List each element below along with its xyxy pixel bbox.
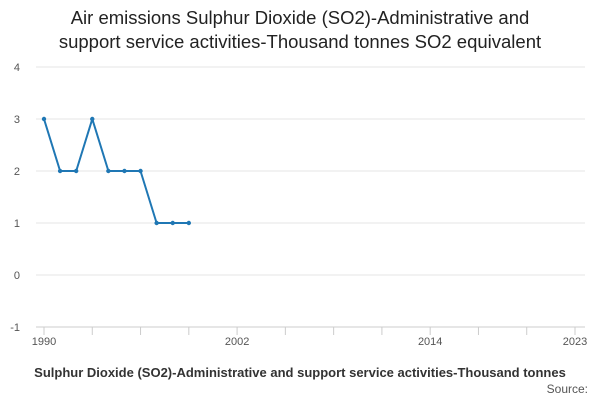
data-point [154, 220, 159, 226]
y-tick-label: 1 [14, 218, 20, 230]
series-line [43, 118, 189, 224]
x-tick-label: 2014 [418, 336, 442, 348]
chart-title-line-2: support service activities-Thousand tonn… [58, 31, 542, 52]
y-axis-tick-labels: -1 0 1 2 3 4 [10, 62, 20, 334]
data-point [122, 168, 127, 174]
data-point [90, 116, 95, 122]
x-tick-label: 2002 [225, 336, 249, 348]
x-axis [36, 326, 585, 335]
y-tick-label: 0 [14, 270, 20, 282]
y-tick-label: 4 [14, 62, 20, 74]
chart-title-line-1: Air emissions Sulphur Dioxide (SO2)-Admi… [70, 7, 530, 28]
y-tick-label: 2 [14, 166, 20, 178]
data-point [106, 168, 111, 174]
x-axis-tick-labels: 1990 2002 2014 2023 [32, 336, 587, 348]
data-point [186, 220, 192, 226]
chart-title: Air emissions Sulphur Dioxide (SO2)-Admi… [0, 6, 600, 54]
legend-series-name: Sulphur Dioxide (SO2)-Administrative and… [34, 365, 566, 380]
y-tick-label: -1 [10, 322, 20, 334]
series-layer [41, 116, 192, 226]
data-point [57, 168, 63, 174]
data-point [73, 168, 79, 174]
source-label: Source: [546, 382, 588, 396]
data-point [41, 116, 47, 122]
data-point [170, 220, 175, 226]
x-tick-label: 1990 [32, 336, 56, 348]
y-tick-label: 3 [14, 114, 20, 126]
data-point [138, 168, 143, 174]
x-tick-label: 2023 [563, 336, 587, 348]
